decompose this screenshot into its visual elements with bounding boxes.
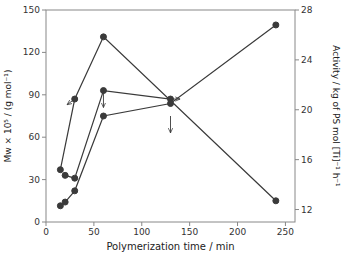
y-tick-label: 150 (23, 5, 40, 15)
x-axis-label: Polymerization time / min (106, 241, 234, 252)
x-tick-label: 100 (133, 227, 150, 237)
annotation-arrow (171, 99, 180, 100)
y2-tick-label: 12 (301, 205, 312, 215)
series-point (273, 22, 279, 28)
series-line (60, 37, 275, 201)
x-tick-label: 150 (181, 227, 198, 237)
x-tick-label: 200 (229, 227, 246, 237)
y2-tick-label: 16 (301, 155, 313, 165)
y2-tick-label: 20 (301, 105, 313, 115)
x-tick (93, 222, 94, 226)
y2-tick-label: 24 (301, 55, 313, 65)
y-tick-label: 0 (34, 217, 40, 227)
annotation-arrow (103, 91, 104, 108)
plot-frame (46, 10, 295, 222)
plot-area (57, 22, 278, 209)
annotation-arrow (170, 116, 171, 133)
series-line (60, 25, 275, 206)
y-tick-label: 30 (29, 175, 41, 185)
y2-tick (295, 209, 299, 210)
series-line (65, 91, 170, 179)
y-tick (42, 179, 46, 180)
x-tick (189, 222, 190, 226)
x-tick (285, 222, 286, 226)
y2-axis-label: Activity / kg of PS mol [Ti]⁻¹ h⁻¹ (331, 45, 341, 187)
chart: 0 50 100 150 200 250 0 30 60 90 120 150 12 16 20 24 28 Po… (0, 0, 341, 256)
y2-tick-label: 28 (301, 5, 313, 15)
y2-tick (295, 159, 299, 160)
series-point (273, 198, 279, 204)
y-tick (42, 52, 46, 53)
y-tick (42, 94, 46, 95)
y-tick (42, 222, 46, 223)
series-point (57, 167, 63, 173)
y-axis-label: Mw × 10⁵ / (g mol⁻¹) (3, 70, 13, 163)
y2-tick (295, 59, 299, 60)
y-tick-label: 120 (23, 47, 40, 57)
y-tick (42, 10, 46, 11)
x-tick (46, 222, 47, 226)
series-point (72, 188, 78, 194)
x-tick-label: 0 (43, 227, 49, 237)
x-tick (141, 222, 142, 226)
y-tick-label: 60 (29, 132, 41, 142)
series-point (72, 175, 78, 181)
series-point (168, 101, 174, 107)
x-tick-label: 250 (277, 227, 294, 237)
annotation-arrow (67, 99, 75, 105)
series-point (100, 34, 106, 40)
y-tick (42, 137, 46, 138)
x-tick-label: 50 (88, 227, 100, 237)
series-point (62, 172, 68, 178)
y-tick-label: 90 (29, 90, 41, 100)
series-point (62, 199, 68, 205)
x-tick (237, 222, 238, 226)
series-point (100, 113, 106, 119)
y2-tick (295, 10, 299, 11)
y2-tick (295, 109, 299, 110)
